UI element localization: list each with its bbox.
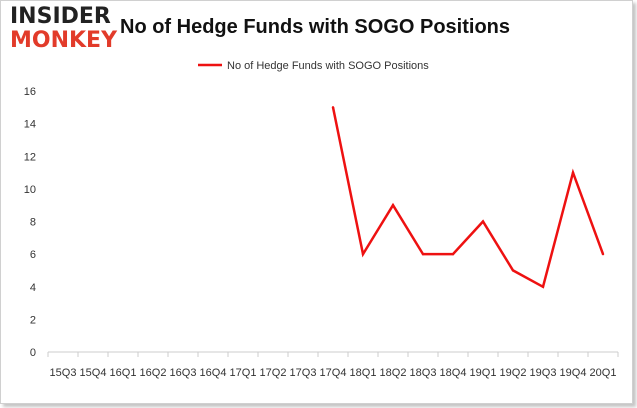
data-point — [391, 203, 395, 207]
x-tick-label: 19Q4 — [560, 367, 587, 379]
x-tick-label: 17Q3 — [290, 367, 317, 379]
y-tick-label: 4 — [30, 282, 36, 294]
x-tick-label: 17Q2 — [260, 367, 287, 379]
y-axis: 0 2 4 6 8 10 12 14 16 — [24, 86, 36, 359]
y-tick-label: 2 — [30, 314, 36, 326]
y-tick-label: 10 — [24, 184, 36, 196]
data-point — [571, 171, 575, 174]
x-tick-label: 18Q2 — [380, 367, 407, 379]
logo-line-monkey: MONKEY — [10, 28, 118, 53]
x-tick-label: 19Q1 — [470, 367, 497, 379]
x-tick-label: 19Q3 — [530, 367, 557, 379]
data-point — [601, 252, 605, 256]
insider-monkey-logo: INSIDER MONKEY — [10, 4, 120, 56]
x-tick-label: 17Q4 — [320, 367, 347, 379]
chart-title: No of Hedge Funds with SOGO Positions — [120, 16, 510, 38]
logo-line-insider: INSIDER — [10, 4, 111, 29]
data-point — [421, 252, 425, 256]
x-tick-label: 18Q1 — [350, 367, 377, 379]
x-tick-label: 18Q4 — [440, 367, 467, 379]
data-point — [361, 252, 365, 256]
x-tick-label: 15Q3 — [50, 367, 77, 379]
x-tick-label: 16Q2 — [140, 367, 167, 379]
y-tick-label: 6 — [30, 249, 36, 261]
x-tick-label: 16Q4 — [200, 367, 227, 379]
y-tick-label: 0 — [30, 347, 36, 359]
legend-label: No of Hedge Funds with SOGO Positions — [227, 60, 429, 72]
data-point — [541, 285, 545, 288]
data-point — [331, 106, 335, 109]
legend: No of Hedge Funds with SOGO Positions — [198, 60, 429, 72]
y-tick-label: 8 — [30, 217, 36, 229]
data-point — [511, 269, 515, 272]
series-line-0 — [331, 107, 605, 289]
series-layer — [331, 106, 605, 289]
x-tick-label: 20Q1 — [590, 367, 617, 379]
data-point — [481, 220, 485, 223]
y-tick-label: 14 — [24, 119, 36, 131]
x-tick-label: 16Q3 — [170, 367, 197, 379]
x-tick-label: 18Q3 — [410, 367, 437, 379]
x-tick-label: 16Q1 — [110, 367, 137, 379]
y-tick-label: 16 — [24, 86, 36, 98]
x-tick-label: 17Q1 — [230, 367, 257, 379]
data-point — [451, 252, 455, 256]
x-tick-label: 19Q2 — [500, 367, 527, 379]
x-axis: 15Q3 15Q4 16Q1 16Q2 16Q3 16Q4 17Q1 17Q2 17Q3 17Q4… — [47, 352, 619, 379]
y-tick-label: 12 — [24, 151, 36, 163]
x-tick-label: 15Q4 — [80, 367, 107, 379]
